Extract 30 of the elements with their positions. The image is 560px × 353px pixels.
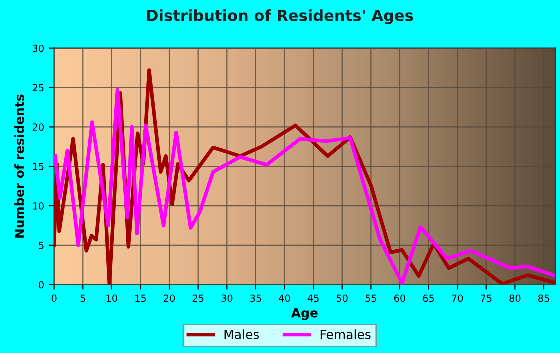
y-axis-title: Number of residents <box>14 94 24 238</box>
x-tick-label: 65 <box>423 294 434 302</box>
x-tick-label: 30 <box>222 294 233 302</box>
legend-label: Females <box>320 330 371 340</box>
x-tick-label: 50 <box>336 294 348 302</box>
x-tick-label: 0 <box>52 294 57 302</box>
y-tick-label: 10 <box>33 202 44 210</box>
x-tick-label: 25 <box>192 294 204 302</box>
y-tick-label: 5 <box>39 242 44 250</box>
x-tick-label: 20 <box>164 294 176 302</box>
x-tick-label: 45 <box>308 294 319 302</box>
x-tick-label: 40 <box>279 294 290 302</box>
x-tick-label: 60 <box>394 294 406 302</box>
y-tick-label: 30 <box>32 44 44 52</box>
y-tick-label: 25 <box>32 84 44 92</box>
x-tick-label: 70 <box>452 294 464 302</box>
x-tick-label: 75 <box>481 294 492 302</box>
chart-title: Distribution of Residents' Ages <box>147 10 414 24</box>
y-tick-label: 15 <box>33 163 44 170</box>
y-tick-label: 20 <box>32 124 44 132</box>
x-tick-label: 55 <box>366 294 377 302</box>
x-tick-label: 35 <box>250 294 262 302</box>
x-axis-title: Age <box>291 308 318 320</box>
x-tick-label: 85 <box>538 294 550 302</box>
x-tick-label: 10 <box>106 294 118 302</box>
x-tick-label: 5 <box>80 294 86 302</box>
x-tick-label: 15 <box>136 294 146 302</box>
x-tick-label: 80 <box>510 294 521 302</box>
y-tick-label: 0 <box>39 281 44 289</box>
legend-label: Males <box>224 330 260 340</box>
